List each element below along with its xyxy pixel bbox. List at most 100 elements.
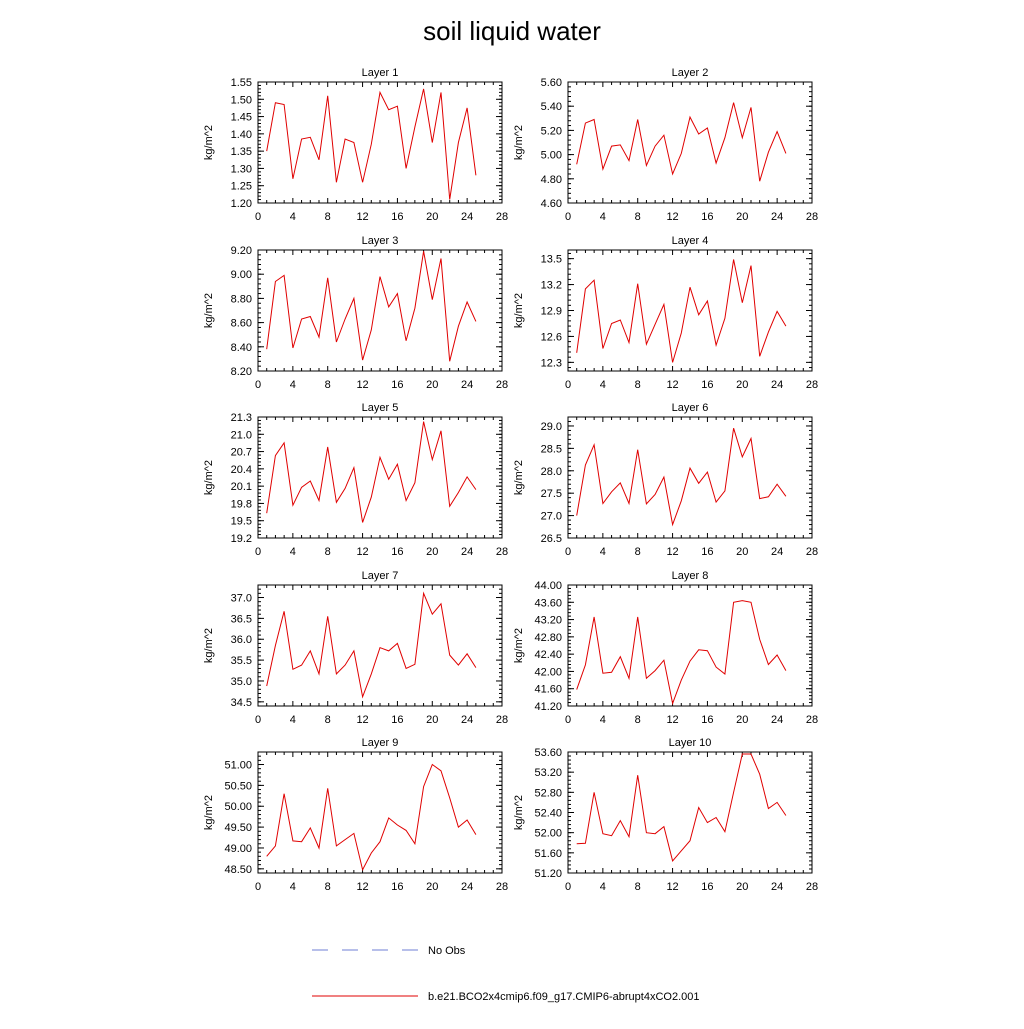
y-tick-label: 1.20 <box>231 198 252 210</box>
panel-title: Layer 4 <box>672 235 709 247</box>
y-tick-label: 34.5 <box>231 697 252 709</box>
x-tick-label: 24 <box>461 211 473 223</box>
plot-frame <box>567 249 813 372</box>
legend-item-model-run: b.e21.BCO2x4cmip6.f09_g17.CMIP6-abrupt4x… <box>312 991 700 1003</box>
chart-panel-layer-5: Layer 5 kg/m^2 0 4 8 12 16 20 24 28 19.2 19.5 19.8 20… <box>203 402 508 558</box>
x-tick-label: 12 <box>356 379 368 391</box>
x-tick-label: 8 <box>635 714 641 726</box>
panel-title: Layer 2 <box>672 67 709 79</box>
y-tick-label: 48.50 <box>224 864 252 876</box>
y-tick-label: 50.50 <box>224 780 252 792</box>
x-tick-label: 20 <box>426 546 438 558</box>
x-tick-label: 20 <box>736 714 748 726</box>
x-tick-label: 24 <box>461 714 473 726</box>
x-tick-label: 20 <box>736 546 748 558</box>
y-tick-label: 9.20 <box>231 245 252 257</box>
legend-label-model-run: b.e21.BCO2x4cmip6.f09_g17.CMIP6-abrupt4x… <box>428 991 700 1003</box>
y-tick-label: 4.60 <box>541 198 562 210</box>
plot-frame <box>567 751 813 874</box>
plot-frame <box>257 249 503 372</box>
y-tick-label: 42.00 <box>534 666 562 678</box>
x-tick-label: 24 <box>461 881 473 893</box>
x-tick-label: 0 <box>255 546 261 558</box>
x-tick-label: 4 <box>290 211 296 223</box>
x-tick-label: 4 <box>290 379 296 391</box>
y-tick-label: 37.0 <box>231 593 252 605</box>
y-tick-label: 27.5 <box>541 488 562 500</box>
y-axis-label: kg/m^2 <box>513 628 525 663</box>
series-line <box>576 753 787 862</box>
x-tick-label: 4 <box>290 546 296 558</box>
y-tick-label: 50.00 <box>224 801 252 813</box>
y-axis-label: kg/m^2 <box>203 125 215 160</box>
y-axis-label: kg/m^2 <box>513 795 525 830</box>
y-tick-label: 52.40 <box>534 808 562 820</box>
x-tick-label: 4 <box>600 546 606 558</box>
y-axis-label: kg/m^2 <box>203 293 215 328</box>
series-line <box>576 600 787 706</box>
x-tick-label: 8 <box>325 546 331 558</box>
y-axis-label: kg/m^2 <box>513 293 525 328</box>
plot-frame <box>257 751 503 874</box>
x-tick-label: 16 <box>701 714 713 726</box>
y-tick-label: 1.45 <box>231 112 252 124</box>
x-tick-label: 16 <box>391 379 403 391</box>
chart-panel-layer-8: Layer 8 kg/m^2 0 4 8 12 16 20 24 28 41.20 41.60 42.0… <box>513 570 818 726</box>
x-tick-label: 8 <box>635 881 641 893</box>
y-tick-label: 35.0 <box>231 676 252 688</box>
x-tick-label: 12 <box>666 546 678 558</box>
x-tick-label: 0 <box>255 211 261 223</box>
y-tick-label: 5.20 <box>541 125 562 137</box>
chart-panel-layer-4: Layer 4 kg/m^2 0 4 8 12 16 20 24 28 12.3 12.6 12.9 13… <box>513 235 818 391</box>
x-tick-label: 20 <box>426 379 438 391</box>
panel-title: Layer 3 <box>362 235 399 247</box>
y-tick-label: 1.25 <box>231 181 252 193</box>
x-tick-label: 16 <box>701 881 713 893</box>
x-tick-label: 28 <box>806 881 818 893</box>
plot-frame <box>567 416 813 539</box>
y-tick-label: 51.60 <box>534 848 562 860</box>
x-tick-label: 24 <box>771 379 783 391</box>
x-tick-label: 28 <box>496 379 508 391</box>
chart-panel-layer-7: Layer 7 kg/m^2 0 4 8 12 16 20 24 28 34.5 35.0 35.5 36… <box>203 570 508 726</box>
x-tick-label: 20 <box>426 714 438 726</box>
panel-title: Layer 5 <box>362 402 399 414</box>
y-tick-label: 43.60 <box>534 597 562 609</box>
x-tick-label: 16 <box>391 211 403 223</box>
y-tick-label: 27.0 <box>541 511 562 523</box>
y-axis-label: kg/m^2 <box>203 460 215 495</box>
chart-panel-layer-3: Layer 3 kg/m^2 0 4 8 12 16 20 24 28 8.20 8.40 8.60 8.… <box>203 235 508 391</box>
x-tick-label: 0 <box>255 714 261 726</box>
panel-title: Layer 1 <box>362 67 399 79</box>
x-tick-label: 4 <box>600 211 606 223</box>
series-line <box>576 102 787 182</box>
x-tick-label: 12 <box>666 379 678 391</box>
y-tick-label: 1.40 <box>231 129 252 141</box>
chart-panel-layer-9: Layer 9 kg/m^2 0 4 8 12 16 20 24 28 48.50 49.00 49.5… <box>203 737 508 893</box>
y-tick-label: 8.20 <box>231 366 252 378</box>
plot-frame <box>567 81 813 204</box>
y-tick-label: 36.5 <box>231 613 252 625</box>
plot-frame <box>257 584 503 707</box>
x-tick-label: 24 <box>461 546 473 558</box>
plot-frame <box>567 584 813 707</box>
x-tick-label: 20 <box>426 211 438 223</box>
x-tick-label: 0 <box>255 881 261 893</box>
y-tick-label: 12.6 <box>541 331 562 343</box>
series-line <box>266 591 477 699</box>
y-tick-label: 36.0 <box>231 634 252 646</box>
y-tick-label: 43.20 <box>534 615 562 627</box>
series-line <box>266 763 477 872</box>
y-tick-label: 21.0 <box>231 429 252 441</box>
panel-title: Layer 8 <box>672 570 709 582</box>
chart-panel-layer-1: Layer 1 kg/m^2 0 4 8 12 16 20 24 28 1.20 1.25 1.30 1.… <box>203 67 508 223</box>
x-tick-label: 12 <box>666 211 678 223</box>
x-tick-label: 4 <box>290 714 296 726</box>
x-tick-label: 16 <box>701 546 713 558</box>
y-tick-label: 5.60 <box>541 77 562 89</box>
y-tick-label: 12.3 <box>541 357 562 369</box>
y-tick-label: 20.7 <box>231 447 252 459</box>
plot-frame <box>257 81 503 204</box>
panel-title: Layer 9 <box>362 737 399 749</box>
y-tick-label: 1.35 <box>231 146 252 158</box>
